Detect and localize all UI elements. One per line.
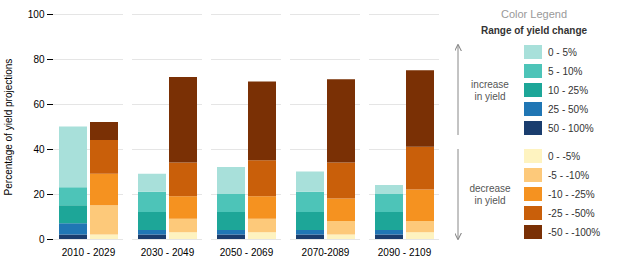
svg-text:decreasein yield: decreasein yield bbox=[469, 183, 511, 206]
svg-text:-50 - -100%: -50 - -100% bbox=[548, 227, 600, 238]
svg-text:10 - 25%: 10 - 25% bbox=[548, 85, 588, 96]
svg-text:increasein yield: increasein yield bbox=[471, 79, 509, 102]
svg-text:20: 20 bbox=[33, 189, 45, 200]
svg-text:0 - 5%: 0 - 5% bbox=[548, 47, 577, 58]
svg-text:2010 - 2029: 2010 - 2029 bbox=[62, 247, 116, 258]
svg-text:0 - -5%: 0 - -5% bbox=[548, 151, 580, 162]
svg-text:Percentage of yield projection: Percentage of yield projections bbox=[3, 59, 14, 196]
svg-text:Color Legend: Color Legend bbox=[501, 8, 567, 20]
svg-text:-10 - -25%: -10 - -25% bbox=[548, 189, 595, 200]
svg-text:2030 - 2049: 2030 - 2049 bbox=[141, 247, 195, 258]
svg-text:50 - 100%: 50 - 100% bbox=[548, 123, 594, 134]
svg-text:2050 - 2069: 2050 - 2069 bbox=[220, 247, 274, 258]
svg-text:2070-2089: 2070-2089 bbox=[302, 247, 350, 258]
svg-text:80: 80 bbox=[33, 54, 45, 65]
svg-text:Range of yield change: Range of yield change bbox=[481, 25, 588, 36]
svg-text:-25 - -50%: -25 - -50% bbox=[548, 208, 595, 219]
svg-text:0: 0 bbox=[39, 234, 45, 245]
svg-text:2090 - 2109: 2090 - 2109 bbox=[378, 247, 432, 258]
svg-text:60: 60 bbox=[33, 99, 45, 110]
svg-text:40: 40 bbox=[33, 144, 45, 155]
svg-text:-5 - -10%: -5 - -10% bbox=[548, 170, 589, 181]
svg-text:100: 100 bbox=[28, 9, 45, 20]
svg-text:25 - 50%: 25 - 50% bbox=[548, 104, 588, 115]
svg-text:5 - 10%: 5 - 10% bbox=[548, 66, 583, 77]
